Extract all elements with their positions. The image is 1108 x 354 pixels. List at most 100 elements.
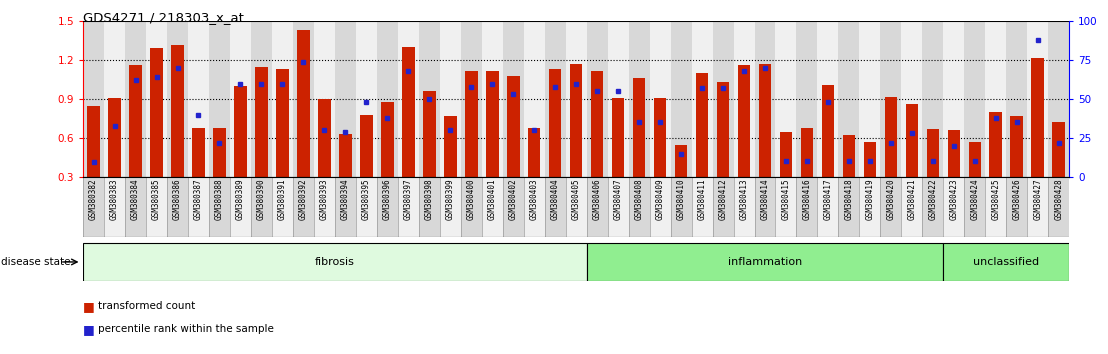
Text: GSM380390: GSM380390 bbox=[257, 179, 266, 221]
Bar bbox=[486, 70, 499, 177]
Bar bbox=[881, 21, 902, 177]
Bar bbox=[293, 177, 314, 237]
Text: GSM380416: GSM380416 bbox=[802, 179, 811, 221]
Bar bbox=[780, 132, 792, 177]
Bar bbox=[968, 142, 981, 177]
Bar bbox=[1048, 177, 1069, 237]
Bar bbox=[943, 177, 964, 237]
Bar bbox=[586, 177, 607, 237]
Bar bbox=[339, 134, 351, 177]
Bar bbox=[276, 69, 289, 177]
Bar bbox=[88, 105, 100, 177]
Text: GSM380400: GSM380400 bbox=[466, 179, 475, 221]
Bar bbox=[109, 98, 121, 177]
Bar bbox=[675, 144, 687, 177]
Bar bbox=[461, 21, 482, 177]
Bar bbox=[586, 21, 607, 177]
Bar bbox=[797, 21, 818, 177]
Bar bbox=[125, 177, 146, 237]
Bar bbox=[465, 70, 478, 177]
Text: GSM380427: GSM380427 bbox=[1034, 179, 1043, 221]
Bar bbox=[633, 78, 645, 177]
Bar bbox=[444, 116, 456, 177]
Text: GSM380397: GSM380397 bbox=[403, 179, 413, 221]
Bar bbox=[733, 21, 755, 177]
Bar bbox=[314, 177, 335, 237]
Text: GSM380399: GSM380399 bbox=[445, 179, 454, 221]
Bar bbox=[863, 142, 876, 177]
Bar bbox=[607, 21, 628, 177]
Text: GSM380392: GSM380392 bbox=[299, 179, 308, 221]
Bar bbox=[905, 104, 919, 177]
Bar bbox=[209, 21, 230, 177]
Text: GSM380426: GSM380426 bbox=[1013, 179, 1022, 221]
Bar bbox=[548, 69, 562, 177]
Bar bbox=[234, 86, 247, 177]
Bar bbox=[670, 21, 691, 177]
Text: GSM380423: GSM380423 bbox=[950, 179, 958, 221]
Bar bbox=[271, 21, 293, 177]
Bar bbox=[696, 73, 708, 177]
Text: GSM380385: GSM380385 bbox=[152, 179, 161, 221]
Text: transformed count: transformed count bbox=[98, 301, 195, 311]
Bar bbox=[926, 129, 940, 177]
Bar bbox=[989, 112, 1002, 177]
Bar bbox=[545, 21, 566, 177]
Bar bbox=[1048, 21, 1069, 177]
Text: GSM380402: GSM380402 bbox=[509, 179, 517, 221]
Bar bbox=[419, 21, 440, 177]
Bar bbox=[943, 21, 964, 177]
Text: GSM380388: GSM380388 bbox=[215, 179, 224, 221]
Text: GSM380408: GSM380408 bbox=[635, 179, 644, 221]
Bar bbox=[776, 21, 797, 177]
Text: GSM380419: GSM380419 bbox=[865, 179, 874, 221]
Bar bbox=[839, 21, 860, 177]
Bar bbox=[167, 21, 188, 177]
Bar bbox=[83, 21, 104, 177]
Bar bbox=[172, 45, 184, 177]
Bar bbox=[250, 177, 271, 237]
Text: GSM380418: GSM380418 bbox=[844, 179, 853, 221]
Text: GSM380387: GSM380387 bbox=[194, 179, 203, 221]
Bar bbox=[255, 67, 268, 177]
Bar bbox=[797, 177, 818, 237]
Bar bbox=[230, 177, 250, 237]
Bar bbox=[402, 47, 414, 177]
Bar bbox=[1032, 58, 1044, 177]
Bar bbox=[964, 177, 985, 237]
Text: GSM380415: GSM380415 bbox=[781, 179, 790, 221]
Bar bbox=[922, 21, 943, 177]
Bar bbox=[628, 21, 649, 177]
Bar bbox=[507, 76, 520, 177]
Bar bbox=[612, 98, 625, 177]
Bar bbox=[125, 21, 146, 177]
Text: GSM380403: GSM380403 bbox=[530, 179, 538, 221]
Text: GSM380413: GSM380413 bbox=[739, 179, 749, 221]
Bar bbox=[964, 21, 985, 177]
Text: GSM380404: GSM380404 bbox=[551, 179, 560, 221]
Bar bbox=[1027, 21, 1048, 177]
Bar bbox=[297, 30, 310, 177]
Bar bbox=[922, 177, 943, 237]
Bar bbox=[860, 21, 881, 177]
Bar bbox=[440, 21, 461, 177]
Bar bbox=[356, 21, 377, 177]
Bar bbox=[230, 21, 250, 177]
Text: GSM380411: GSM380411 bbox=[698, 179, 707, 221]
Text: GSM380425: GSM380425 bbox=[992, 179, 1001, 221]
Bar bbox=[586, 243, 943, 281]
Bar bbox=[649, 177, 670, 237]
Bar bbox=[192, 128, 205, 177]
Bar bbox=[733, 177, 755, 237]
Text: GSM380401: GSM380401 bbox=[488, 179, 496, 221]
Bar bbox=[318, 99, 330, 177]
Bar bbox=[293, 21, 314, 177]
Bar bbox=[104, 21, 125, 177]
Text: GSM380412: GSM380412 bbox=[718, 179, 728, 221]
Bar bbox=[130, 65, 142, 177]
Bar bbox=[524, 21, 545, 177]
Text: fibrosis: fibrosis bbox=[315, 257, 355, 267]
Bar bbox=[839, 177, 860, 237]
Bar bbox=[83, 243, 586, 281]
Bar bbox=[271, 177, 293, 237]
